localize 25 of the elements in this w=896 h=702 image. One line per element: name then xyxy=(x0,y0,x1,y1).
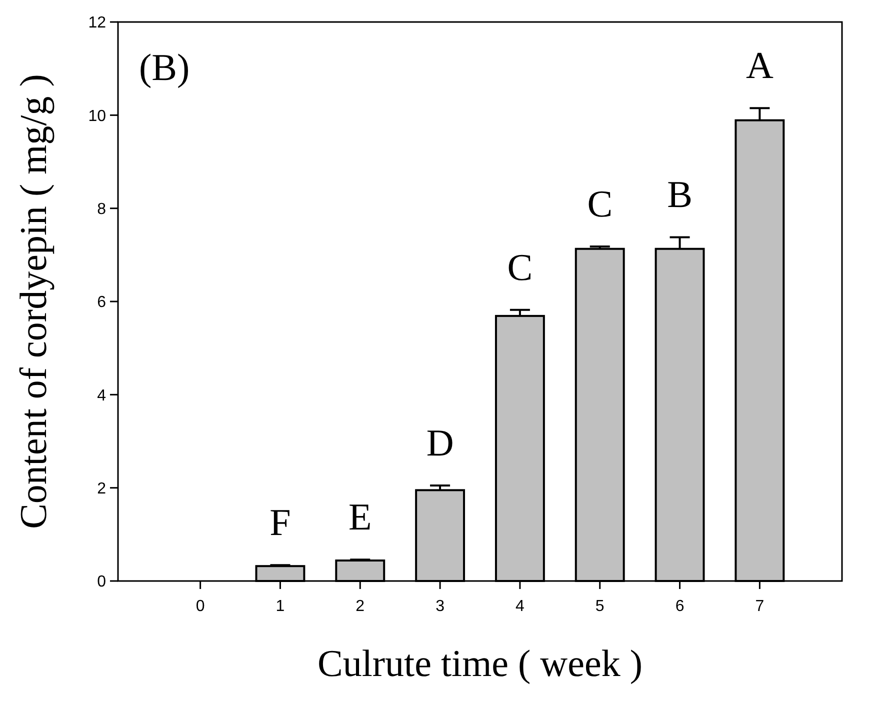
y-axis-title: Content of cordyepin ( mg/g ) xyxy=(13,74,55,529)
annotation: E xyxy=(348,496,372,539)
annotation: C xyxy=(587,184,613,226)
x-tick-label: 6 xyxy=(675,598,684,615)
annotation: B xyxy=(667,174,692,216)
x-tick-label: 4 xyxy=(516,598,525,615)
x-axis-title: Culrute time ( week ) xyxy=(317,643,643,685)
annotation: C xyxy=(507,246,533,289)
annotation: (B) xyxy=(139,47,190,89)
annotation: F xyxy=(270,502,291,544)
x-tick-label: 2 xyxy=(356,598,365,615)
x-tick-label: 5 xyxy=(595,598,604,615)
y-tick-label: 8 xyxy=(97,200,106,218)
annotation: A xyxy=(746,45,774,88)
y-tick-label: 0 xyxy=(97,574,106,591)
y-tick-label: 12 xyxy=(88,14,106,32)
x-tick-label: 1 xyxy=(276,598,285,615)
x-tick-label: 0 xyxy=(196,598,205,615)
x-tick-label: 7 xyxy=(755,598,764,615)
y-tick-label: 10 xyxy=(88,108,106,125)
annotation: D xyxy=(426,422,454,465)
y-tick-label: 4 xyxy=(97,387,106,404)
y-tick-label: 6 xyxy=(97,294,106,312)
y-tick-label: 2 xyxy=(97,480,106,498)
x-tick-label: 3 xyxy=(436,598,445,615)
